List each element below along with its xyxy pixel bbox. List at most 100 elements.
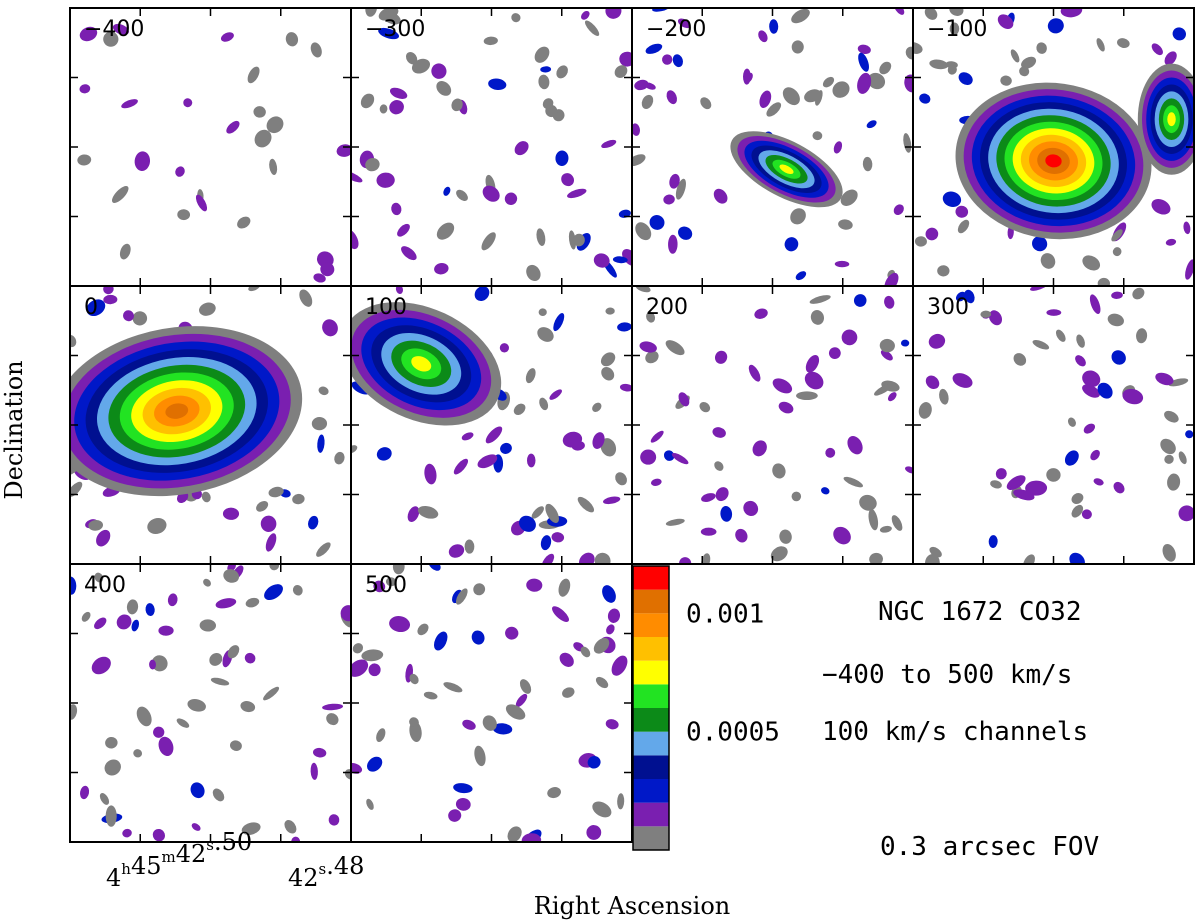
colorbar: 0.001 0.0005 — [632, 565, 780, 851]
noise-contour — [499, 343, 509, 353]
noise-contour — [561, 173, 575, 187]
noise-contour — [79, 785, 90, 800]
noise-contour — [1047, 18, 1064, 34]
colorbar-segment — [633, 779, 669, 803]
noise-contour — [879, 61, 892, 75]
noise-contour — [759, 90, 772, 109]
noise-contour — [464, 539, 475, 554]
noise-contour — [766, 102, 782, 117]
noise-contour — [351, 762, 363, 774]
noise-contour — [492, 723, 513, 735]
noise-contour — [507, 826, 522, 842]
noise-contour — [91, 656, 111, 675]
noise-contour — [988, 310, 1003, 326]
noise-contour — [378, 27, 399, 40]
noise-contour — [203, 578, 211, 587]
noise-contour — [997, 14, 1014, 29]
noise-contour — [804, 89, 822, 103]
noise-contour — [601, 139, 617, 149]
ra-tick-label: 4h45m42s.50 — [106, 828, 252, 892]
channel-panel: 100 — [350, 285, 633, 565]
noise-contour — [947, 64, 957, 75]
noise-contour — [615, 472, 627, 486]
noise-contour — [265, 533, 277, 552]
noise-contour — [549, 389, 562, 400]
noise-contour — [581, 10, 590, 20]
channel-velocity-label: 100 — [365, 295, 407, 320]
noise-contour — [700, 97, 712, 110]
noise-contour — [519, 679, 532, 694]
noise-contour — [879, 338, 895, 353]
noise-contour — [833, 141, 843, 154]
channel-velocity-label: −400 — [84, 17, 144, 42]
noise-contour — [500, 442, 512, 454]
noise-contour — [1036, 42, 1047, 54]
noise-contour — [1010, 49, 1020, 63]
noise-contour — [308, 515, 319, 530]
noise-contour — [70, 481, 83, 497]
noise-contour — [663, 450, 675, 461]
noise-contour — [955, 205, 969, 218]
colorbar-segment — [633, 613, 669, 637]
noise-contour — [263, 686, 280, 701]
x-axis-label: Right Ascension — [534, 892, 731, 920]
noise-contour — [471, 630, 485, 645]
noise-contour — [222, 507, 240, 520]
noise-contour — [434, 631, 448, 651]
noise-contour — [316, 542, 331, 557]
noise-contour — [1136, 328, 1148, 344]
noise-contour — [134, 151, 151, 171]
noise-contour — [240, 701, 256, 713]
noise-contour — [360, 93, 375, 109]
noise-contour — [884, 295, 895, 309]
noise-contour — [782, 87, 800, 106]
noise-contour — [779, 529, 792, 544]
noise-contour — [147, 517, 167, 535]
noise-contour — [862, 156, 873, 172]
noise-contour — [551, 532, 565, 543]
noise-contour — [1082, 384, 1100, 398]
noise-contour — [634, 79, 649, 91]
noise-contour — [199, 619, 217, 632]
noise-contour — [715, 487, 729, 502]
noise-contour — [365, 158, 380, 172]
ra-tick-label: 42s.48 — [288, 852, 364, 892]
noise-contour — [769, 19, 779, 34]
colorbar-segment — [633, 731, 669, 756]
noise-contour — [131, 619, 140, 632]
noise-contour — [1112, 247, 1122, 257]
noise-contour — [291, 836, 301, 842]
noise-contour — [326, 713, 339, 726]
noise-contour — [538, 308, 547, 317]
noise-contour — [1178, 505, 1194, 522]
noise-contour — [253, 106, 266, 118]
noise-contour — [456, 189, 468, 201]
noise-contour — [1046, 468, 1061, 482]
noise-contour — [671, 452, 689, 465]
noise-contour — [103, 294, 118, 305]
noise-contour — [825, 447, 836, 458]
noise-contour — [580, 646, 591, 658]
noise-contour — [828, 347, 841, 359]
noise-contour — [942, 191, 962, 207]
noise-contour — [540, 535, 552, 551]
noise-contour — [748, 364, 761, 382]
noise-contour — [310, 762, 318, 780]
noise-contour — [645, 350, 659, 364]
noise-contour — [869, 552, 883, 564]
noise-contour — [104, 759, 121, 776]
noise-contour — [443, 186, 451, 196]
noise-contour — [752, 440, 767, 457]
noise-contour — [132, 311, 148, 326]
channel-velocity-label: 200 — [646, 295, 688, 320]
noise-contour — [919, 93, 931, 104]
noise-contour — [1046, 309, 1062, 316]
noise-contour — [519, 515, 536, 532]
noise-contour — [853, 294, 867, 307]
noise-contour — [79, 84, 91, 94]
noise-contour — [145, 603, 155, 617]
fov-text: 0.3 arcsec FOV — [880, 832, 1099, 862]
noise-contour — [133, 749, 143, 758]
noise-contour — [1155, 372, 1174, 386]
noise-contour — [612, 256, 628, 264]
